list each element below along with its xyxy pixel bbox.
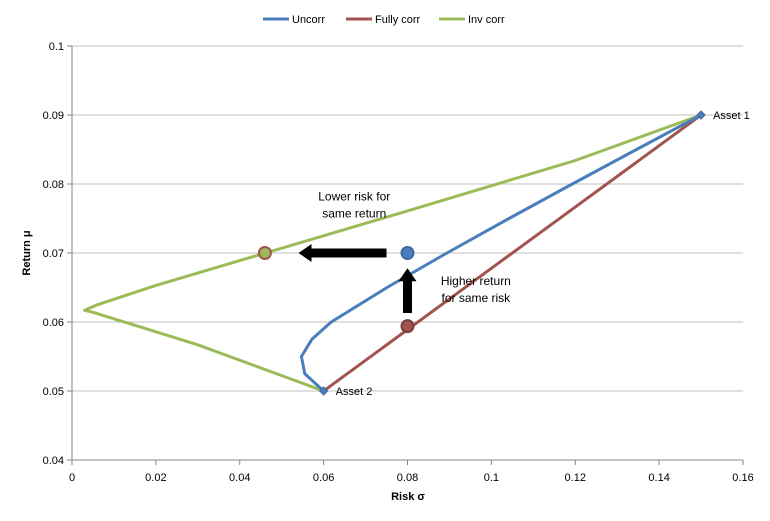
y-tick-label: 0.08	[43, 179, 64, 191]
y-tick-label: 0.1	[49, 41, 64, 53]
x-tick-label: 0.02	[145, 472, 166, 484]
annotation-text: same return	[322, 207, 386, 221]
y-tick-label: 0.07	[43, 248, 64, 260]
arrows	[298, 244, 417, 313]
x-tick-label: 0.14	[648, 472, 669, 484]
y-tick-label: 0.04	[43, 455, 64, 467]
x-tick-label: 0.12	[565, 472, 586, 484]
highlight-circle-marker	[400, 319, 415, 334]
legend-entry: Fully corr	[375, 14, 421, 26]
series-lines	[83, 113, 703, 393]
arrow-shape	[298, 244, 387, 262]
x-axis-tick-labels: 0 0.02 0.04 0.06 0.08 0.1 0.12 0.14 0.16	[69, 472, 754, 484]
highlight-markers: Asset 1 Asset 2	[257, 110, 750, 398]
legend-entry: Inv corr	[468, 14, 505, 26]
y-axis-tick-labels: 0.04 0.05 0.06 0.07 0.08 0.09 0.1	[43, 41, 64, 467]
annotation-text: Higher return	[441, 274, 511, 288]
series-line-uncorr	[299, 113, 703, 393]
asset-diamond-marker	[696, 110, 706, 120]
highlight-circle-marker	[257, 246, 272, 260]
x-tick-label: 0.06	[313, 472, 334, 484]
x-tick-label: 0.1	[484, 472, 499, 484]
arrow-shape	[398, 268, 417, 313]
gridlines	[72, 45, 743, 392]
axes	[67, 45, 744, 465]
x-tick-label: 0.04	[229, 472, 250, 484]
legend: Uncorr Fully corr Inv corr	[263, 14, 505, 26]
y-tick-label: 0.05	[43, 386, 64, 398]
annotations: Lower risk for same return Higher return fo…	[318, 190, 511, 305]
x-tick-label: 0.08	[397, 472, 418, 484]
legend-entry: Uncorr	[292, 14, 325, 26]
y-axis-title: Return μ	[21, 230, 33, 275]
x-axis-title: Risk σ	[391, 491, 425, 503]
y-tick-label: 0.06	[43, 317, 64, 329]
highlight-circle-marker	[400, 246, 415, 260]
asset-diamond-marker	[318, 386, 329, 396]
series-line-fully-corr	[322, 113, 703, 393]
annotation-text: Lower risk for	[318, 190, 390, 204]
x-tick-label: 0.16	[732, 472, 753, 484]
annotation-text: for same risk	[442, 291, 512, 305]
x-tick-label: 0	[69, 472, 75, 484]
asset-label: Asset 2	[336, 386, 373, 398]
asset-label: Asset 1	[713, 110, 750, 122]
y-tick-label: 0.09	[43, 110, 64, 122]
series-line-inv-corr	[83, 113, 703, 393]
